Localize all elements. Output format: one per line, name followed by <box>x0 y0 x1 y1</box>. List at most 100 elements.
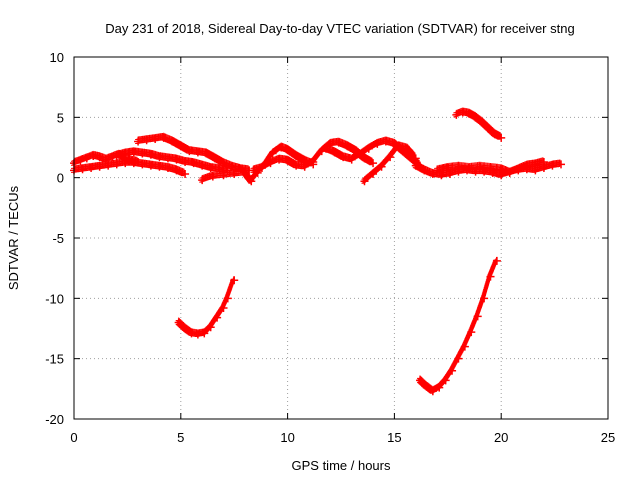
y-tick-label: -15 <box>45 352 64 367</box>
data-point <box>206 323 215 332</box>
data-point <box>369 170 378 179</box>
data-point <box>473 312 482 321</box>
data-point <box>266 159 275 168</box>
data-point <box>142 136 151 145</box>
data-point <box>292 151 301 160</box>
data-point <box>309 157 318 166</box>
data-point <box>422 382 431 391</box>
data-point <box>471 113 480 122</box>
data-point <box>138 160 147 169</box>
data-point <box>163 154 172 163</box>
series-arc-12 <box>174 276 239 339</box>
data-point <box>172 155 181 164</box>
data-point <box>112 160 121 169</box>
data-point <box>223 294 232 303</box>
data-point <box>193 330 202 339</box>
data-point <box>129 148 138 157</box>
data-point <box>249 166 258 175</box>
data-point <box>155 162 164 171</box>
chart-title: Day 231 of 2018, Sidereal Day-to-day VTE… <box>105 21 574 36</box>
data-point <box>356 150 365 159</box>
data-point <box>369 159 378 168</box>
data-point <box>492 256 501 265</box>
x-tick-label: 15 <box>387 430 401 445</box>
series-arc-4 <box>134 132 254 175</box>
data-point <box>185 147 194 156</box>
data-point <box>334 138 343 147</box>
series-band <box>417 257 498 394</box>
data-point <box>219 303 228 312</box>
data-point <box>129 159 138 168</box>
y-tick-label: -5 <box>52 231 64 246</box>
data-point <box>373 139 382 148</box>
data-point <box>134 137 143 146</box>
data-point <box>219 171 228 180</box>
data-point <box>377 162 386 171</box>
data-point <box>531 160 540 169</box>
data-point <box>364 144 373 153</box>
data-point <box>76 156 85 165</box>
data-point <box>394 142 403 151</box>
data-point <box>172 166 181 175</box>
data-point <box>206 164 215 173</box>
data-point <box>181 324 190 333</box>
x-axis: 0 5 10 15 20 25 <box>70 57 615 445</box>
data-point <box>443 164 452 173</box>
series-arc-11 <box>452 107 506 142</box>
data-point <box>486 164 495 173</box>
data-point <box>454 354 463 363</box>
y-tick-label: 0 <box>57 171 64 186</box>
data-point <box>465 109 474 118</box>
data-point <box>484 124 493 133</box>
data-point <box>213 313 222 322</box>
data-point <box>176 142 185 151</box>
data-point <box>460 342 469 351</box>
data-point <box>441 376 450 385</box>
data-point <box>557 160 566 169</box>
data-point <box>386 153 395 162</box>
data-point <box>146 150 155 159</box>
data-point <box>437 171 446 180</box>
data-point <box>420 166 429 175</box>
data-point <box>381 137 390 146</box>
data-point <box>548 161 557 170</box>
data-point <box>448 366 457 375</box>
data-point <box>403 144 412 153</box>
data-point <box>151 135 160 144</box>
x-tick-label: 0 <box>70 430 77 445</box>
data-point <box>477 118 486 127</box>
data-point <box>416 376 425 385</box>
data-point <box>174 318 183 327</box>
data-point <box>486 272 495 281</box>
data-point <box>138 149 147 158</box>
data-point <box>283 145 292 154</box>
data-point <box>181 170 190 179</box>
data-point <box>104 161 113 170</box>
data-point <box>168 137 177 146</box>
y-tick-label: 5 <box>57 110 64 125</box>
y-axis-label: SDTVAR / TECUs <box>6 185 21 290</box>
data-point <box>347 155 356 164</box>
data-point <box>445 170 454 179</box>
data-point <box>230 170 239 179</box>
data-point <box>78 165 87 174</box>
data-point <box>480 294 489 303</box>
data-point <box>219 159 228 168</box>
data-point <box>452 110 461 119</box>
data-point <box>121 149 130 158</box>
data-point <box>240 168 249 177</box>
data-point <box>428 387 437 396</box>
data-point <box>322 144 331 153</box>
data-point <box>360 177 369 186</box>
data-point <box>181 157 190 166</box>
x-axis-label: GPS time / hours <box>292 458 391 473</box>
data-point <box>275 155 284 164</box>
data-point <box>458 108 467 117</box>
data-point <box>146 161 155 170</box>
data-point <box>187 329 196 338</box>
data-point <box>411 161 420 170</box>
data-point <box>112 151 121 160</box>
data-point <box>247 177 256 186</box>
x-tick-label: 20 <box>494 430 508 445</box>
